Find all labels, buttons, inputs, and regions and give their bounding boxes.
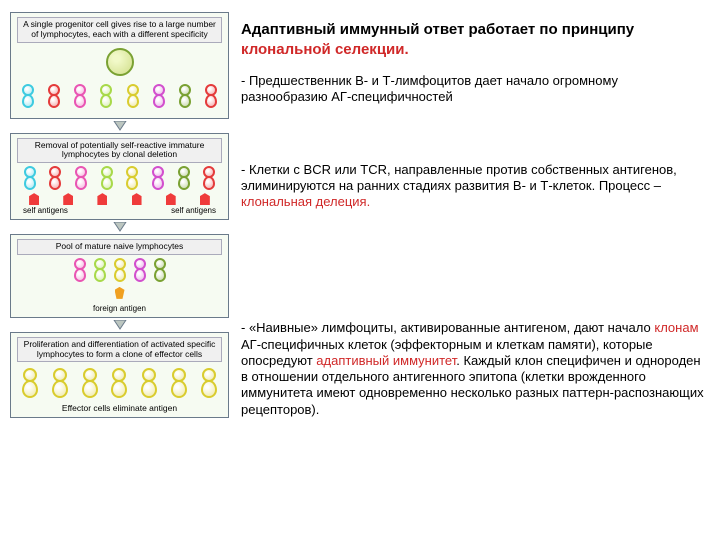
panel2-caption: Removal of potentially self-reactive imm… [17, 138, 222, 164]
lymphocyte-cell-icon [203, 166, 215, 190]
lymphocyte-cell-icon [74, 258, 86, 282]
panel-naive-pool: Pool of mature naive lymphocytes foreign… [10, 234, 229, 318]
self-antigen-icon [166, 193, 176, 205]
lymphocyte-cell-icon [127, 84, 139, 108]
para2-highlight: клональная делеция. [241, 194, 370, 209]
panel1-caption: A single progenitor cell gives rise to a… [17, 17, 222, 43]
panel4-caption: Proliferation and differentiation of act… [17, 337, 222, 363]
lymphocyte-cell-icon [101, 166, 113, 190]
heading-text: Адаптивный иммунный ответ работает по пр… [241, 21, 634, 38]
lymphocyte-cell-icon [153, 84, 165, 108]
lymphocyte-cell-icon [154, 258, 166, 282]
lymphocyte-cell-icon [141, 368, 157, 398]
paragraph-3: - «Наивные» лимфоциты, активированные ан… [241, 320, 706, 418]
self-antigen-icon [63, 193, 73, 205]
lymphocyte-cell-icon [49, 166, 61, 190]
lymphocyte-cell-icon [152, 166, 164, 190]
lymphocyte-cell-icon [52, 368, 68, 398]
lymphocyte-cell-icon [205, 84, 217, 108]
self-antigens-label-right: self antigens [171, 206, 216, 215]
panel3-caption: Pool of mature naive lymphocytes [17, 239, 222, 255]
diagram-column: A single progenitor cell gives rise to a… [0, 0, 235, 540]
self-antigen-icon [200, 193, 210, 205]
heading: Адаптивный иммунный ответ работает по пр… [241, 20, 706, 59]
lymphocyte-cell-icon [74, 84, 86, 108]
lymphocyte-cell-icon [114, 258, 126, 282]
lymphocyte-cell-icon [100, 84, 112, 108]
para3-hl1: клонам [654, 320, 698, 335]
lymphocyte-cell-icon [94, 258, 106, 282]
lymphocyte-cell-icon [178, 166, 190, 190]
panel-progenitor: A single progenitor cell gives rise to a… [10, 12, 229, 119]
self-antigens-label-left: self antigens [23, 206, 68, 215]
text-column: Адаптивный иммунный ответ работает по пр… [235, 0, 720, 540]
progenitor-cell-icon [106, 48, 134, 76]
lymphocyte-cell-icon [75, 166, 87, 190]
panel-effector-clone: Proliferation and differentiation of act… [10, 332, 229, 419]
foreign-antigen-icon [115, 287, 125, 299]
lymphocyte-cell-icon [22, 368, 38, 398]
lymphocyte-cell-icon [24, 166, 36, 190]
para3-hl2: адаптивный иммунитет [316, 353, 456, 368]
self-antigen-icon [97, 193, 107, 205]
panel2-body: self antigens self antigens [13, 166, 226, 215]
panel3-body: foreign antigen [13, 258, 226, 313]
self-antigen-icon [29, 193, 39, 205]
paragraph-2: - Клетки с BCR или TCR, направленные про… [241, 162, 706, 211]
arrow-icon [10, 320, 229, 330]
para3-t1: - «Наивные» лимфоциты, активированные ан… [241, 320, 654, 335]
lymphocyte-cell-icon [171, 368, 187, 398]
lymphocyte-cell-icon [111, 368, 127, 398]
lymphocyte-cell-icon [126, 166, 138, 190]
lymphocyte-cell-icon [22, 84, 34, 108]
arrow-icon [10, 121, 229, 131]
panel4-bottom: Effector cells eliminate antigen [13, 403, 226, 413]
para2-text: - Клетки с BCR или TCR, направленные про… [241, 162, 677, 193]
panel4-cells [13, 365, 226, 401]
lymphocyte-cell-icon [48, 84, 60, 108]
paragraph-1: - Предшественник В- и Т-лимфоцитов дает … [241, 73, 706, 106]
lymphocyte-cell-icon [179, 84, 191, 108]
self-antigen-icon [132, 193, 142, 205]
lymphocyte-cell-icon [82, 368, 98, 398]
arrow-icon [10, 222, 229, 232]
lymphocyte-cell-icon [134, 258, 146, 282]
heading-highlight: клональной селекции. [241, 41, 409, 58]
lymphocyte-cell-icon [201, 368, 217, 398]
panel-clonal-deletion: Removal of potentially self-reactive imm… [10, 133, 229, 221]
foreign-antigen-label: foreign antigen [93, 304, 146, 313]
panel1-cells [13, 78, 226, 114]
